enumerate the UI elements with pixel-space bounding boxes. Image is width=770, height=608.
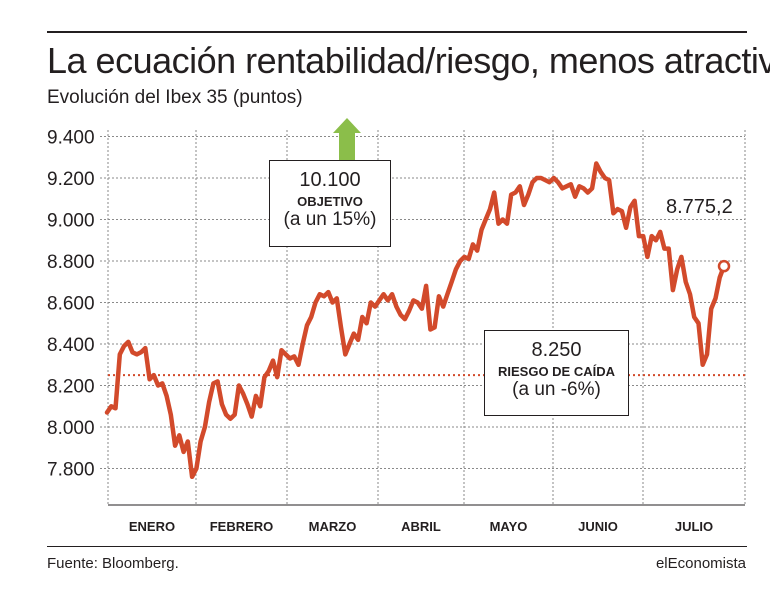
objetivo-value: 10.100 xyxy=(299,169,361,191)
y-tick-label: 8.800 xyxy=(47,252,95,273)
y-tick-label: 9.400 xyxy=(47,128,95,149)
chart-title: La ecuación rentabilidad/riesgo, menos a… xyxy=(47,40,770,81)
source-note: Fuente: Bloomberg. xyxy=(47,555,179,572)
up-arrow-shape xyxy=(333,118,361,160)
y-tick-label: 8.400 xyxy=(47,335,95,356)
up-arrow-icon xyxy=(333,118,361,160)
x-axis-month-labels: ENERO FEBRERO MARZO ABRIL MAYO JUNIO JULIO xyxy=(129,519,713,534)
y-tick-label: 8.000 xyxy=(47,418,95,439)
y-tick-label: 8.600 xyxy=(47,294,95,315)
y-tick-label: 9.200 xyxy=(47,169,95,190)
series-line-path xyxy=(104,161,727,480)
y-axis-tick-labels: 9.400 9.200 9.000 8.800 8.600 8.400 8.200 8.000… xyxy=(47,128,95,481)
month-label: MAYO xyxy=(490,519,528,534)
bottom-rule xyxy=(47,546,747,547)
last-point-marker xyxy=(717,259,731,273)
objetivo-label: OBJETIVO xyxy=(297,194,363,209)
month-label: JULIO xyxy=(675,519,713,534)
month-label: ENERO xyxy=(129,519,175,534)
riesgo-note: (a un -6%) xyxy=(512,379,601,400)
grid-lines xyxy=(100,130,746,506)
riesgo-annotation-box: 8.250 RIESGO DE CAÍDA (a un -6%) xyxy=(484,330,629,416)
brand-logo: elEconomista xyxy=(655,555,746,572)
objetivo-annotation-box: 10.100 OBJETIVO (a un 15%) xyxy=(269,160,391,247)
top-rule xyxy=(47,31,747,33)
last-value-label: 8.775,2 xyxy=(666,196,733,218)
chart-subtitle: Evolución del Ibex 35 (puntos) xyxy=(47,87,303,108)
riesgo-value: 8.250 xyxy=(531,339,582,361)
month-label: JUNIO xyxy=(578,519,618,534)
series-line xyxy=(104,161,731,480)
month-label: FEBRERO xyxy=(210,519,274,534)
objetivo-note: (a un 15%) xyxy=(283,209,377,230)
month-label: ABRIL xyxy=(401,519,441,534)
y-tick-label: 8.200 xyxy=(47,377,95,398)
y-tick-label: 9.000 xyxy=(47,211,95,232)
riesgo-label: RIESGO DE CAÍDA xyxy=(497,364,615,379)
y-tick-label: 7.800 xyxy=(47,460,95,481)
month-label: MARZO xyxy=(309,519,357,534)
